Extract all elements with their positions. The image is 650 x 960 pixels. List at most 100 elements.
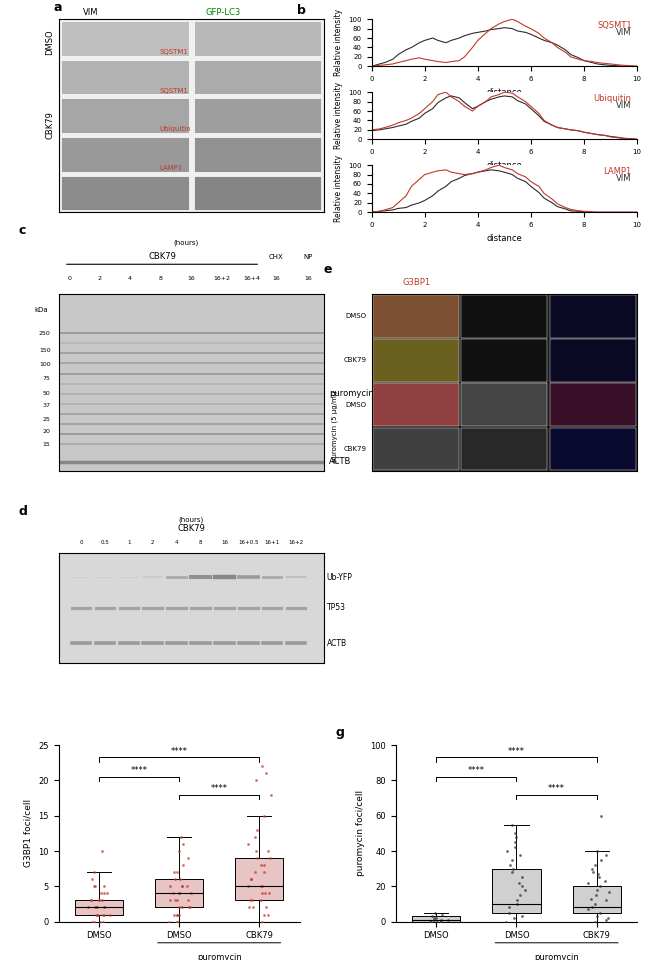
Text: 20: 20: [43, 429, 51, 435]
Point: [172, 865, 182, 880]
Point: [590, 857, 600, 873]
Text: CBK79: CBK79: [177, 524, 205, 533]
Point: [172, 907, 183, 923]
Text: Ubiquitin: Ubiquitin: [159, 126, 191, 132]
Point: [582, 876, 593, 891]
Text: VIM: VIM: [616, 28, 632, 36]
Bar: [194, 21, 321, 56]
Text: 16+4: 16+4: [244, 276, 261, 281]
Point: [257, 878, 267, 894]
Point: [601, 893, 611, 908]
Point: [587, 861, 597, 876]
Point: [428, 910, 439, 925]
Point: [508, 861, 518, 876]
Point: [90, 900, 100, 915]
Point: [164, 893, 175, 908]
Text: 15: 15: [43, 442, 51, 446]
Text: 100: 100: [39, 362, 51, 368]
Text: DMSO: DMSO: [345, 401, 367, 408]
Point: [97, 893, 107, 908]
Point: [515, 887, 525, 902]
Point: [593, 866, 603, 881]
Bar: [550, 383, 636, 425]
Text: 16+0.5: 16+0.5: [238, 540, 259, 545]
Text: kDa: kDa: [34, 307, 48, 313]
Text: 4: 4: [175, 540, 178, 545]
Text: 25: 25: [43, 417, 51, 422]
Point: [507, 817, 517, 832]
Point: [90, 878, 101, 894]
Point: [259, 886, 270, 901]
Point: [172, 914, 183, 929]
Point: [175, 872, 185, 887]
Point: [176, 829, 187, 845]
Point: [257, 914, 268, 929]
Bar: [194, 98, 321, 133]
Point: [603, 884, 614, 900]
Point: [251, 773, 261, 788]
Bar: [235, 858, 283, 900]
Text: ACTB: ACTB: [329, 457, 352, 467]
Text: 8: 8: [159, 276, 162, 281]
Text: 16: 16: [304, 276, 312, 281]
Point: [601, 912, 612, 927]
Text: 50: 50: [43, 391, 51, 396]
Point: [89, 878, 99, 894]
Point: [172, 907, 183, 923]
Point: [592, 908, 602, 924]
Point: [586, 891, 596, 906]
Point: [164, 914, 174, 929]
Point: [510, 826, 520, 841]
Point: [505, 857, 515, 873]
Bar: [550, 427, 636, 469]
Point: [169, 865, 179, 880]
Point: [177, 900, 187, 915]
Point: [517, 908, 527, 924]
Text: DMSO: DMSO: [46, 30, 54, 55]
Text: 16: 16: [272, 276, 280, 281]
Text: VIM: VIM: [83, 9, 98, 17]
Point: [587, 900, 597, 915]
Bar: [550, 339, 636, 382]
Text: 8: 8: [199, 540, 202, 545]
Point: [261, 766, 271, 781]
Text: 150: 150: [39, 348, 51, 353]
Point: [88, 914, 99, 929]
Text: SQSTM1: SQSTM1: [159, 49, 188, 55]
Point: [99, 886, 109, 901]
Point: [263, 843, 273, 858]
Point: [242, 878, 253, 894]
Bar: [61, 137, 188, 172]
Bar: [373, 383, 459, 425]
Point: [174, 907, 184, 923]
Point: [92, 900, 103, 915]
Point: [265, 851, 275, 866]
Text: CBK79: CBK79: [148, 252, 176, 261]
Text: 0.5: 0.5: [101, 540, 109, 545]
Point: [594, 878, 604, 894]
Bar: [462, 339, 547, 382]
Point: [259, 907, 269, 923]
Text: DMSO: DMSO: [345, 313, 367, 320]
Point: [509, 910, 519, 925]
Point: [590, 914, 600, 929]
Text: 0: 0: [79, 540, 83, 545]
Text: CBK79: CBK79: [343, 445, 367, 452]
Point: [86, 893, 96, 908]
Point: [432, 914, 443, 929]
X-axis label: distance: distance: [486, 87, 522, 97]
Bar: [373, 339, 459, 382]
Point: [250, 829, 260, 845]
Text: Merge+Hoechst: Merge+Hoechst: [561, 278, 623, 287]
Point: [427, 908, 437, 924]
Y-axis label: Relative intensity: Relative intensity: [334, 83, 343, 149]
Text: 75: 75: [43, 376, 51, 381]
Point: [259, 808, 270, 824]
Point: [185, 900, 195, 915]
Point: [172, 893, 182, 908]
Point: [88, 865, 99, 880]
Y-axis label: Relative intensity: Relative intensity: [334, 156, 343, 223]
Text: 1: 1: [127, 540, 131, 545]
Text: LAMP1: LAMP1: [159, 165, 183, 171]
Point: [430, 910, 441, 925]
